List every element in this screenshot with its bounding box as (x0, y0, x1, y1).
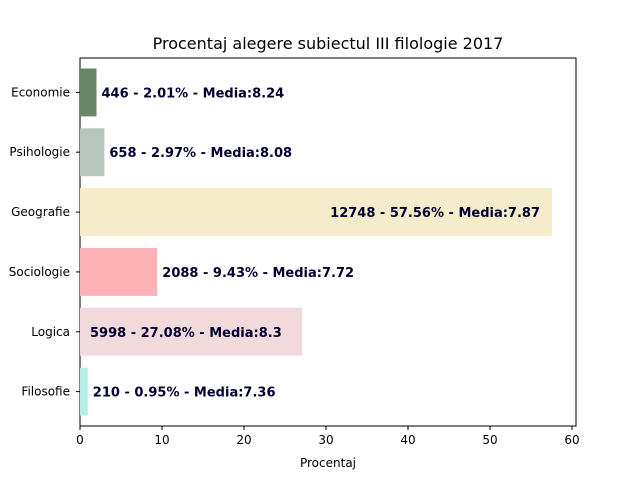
bars-group: 210 - 0.95% - Media:7.36 5998 - 27.08% - … (80, 68, 552, 416)
data-label-logica: 5998 - 27.08% - Media:8.3 (90, 326, 282, 341)
x-tick-label: 20 (236, 433, 251, 447)
bar-geografie (80, 188, 552, 236)
x-tick-label: 50 (482, 433, 497, 447)
x-tick-label: 40 (400, 433, 415, 447)
data-label-economie: 446 - 2.01% - Media:8.24 (102, 86, 285, 101)
x-axis-ticks: 0 10 20 30 40 50 60 (76, 426, 580, 447)
bar-filosofie (80, 367, 88, 416)
y-tick-label: Psihologie (9, 145, 70, 159)
x-tick-label: 30 (318, 433, 333, 447)
data-label-geografie: 12748 - 57.56% - Media:7.87 (330, 206, 540, 221)
bar-economie (80, 68, 97, 117)
x-axis-label: Procentaj (300, 456, 356, 470)
data-label-sociologie: 2088 - 9.43% - Media:7.72 (162, 266, 354, 281)
data-label-filosofie: 210 - 0.95% - Media:7.36 (93, 386, 276, 401)
bar-sociologie (80, 248, 158, 296)
x-tick-label: 10 (154, 433, 169, 447)
y-tick-label: Economie (11, 85, 70, 99)
x-tick-label: 0 (76, 433, 84, 447)
y-tick-label: Geografie (11, 205, 70, 219)
plot-area (79, 57, 577, 427)
bar-psihologie (80, 128, 105, 177)
y-tick-label: Filosofie (21, 385, 70, 399)
x-tick-label: 60 (564, 433, 579, 447)
y-axis-ticks: Filosofie Logica Sociologie Geografie Psihol… (9, 85, 80, 399)
data-label-psihologie: 658 - 2.97% - Media:8.08 (109, 146, 292, 161)
chart-title: Procentaj alegere subiectul III filologi… (153, 34, 504, 53)
y-tick-label: Sociologie (9, 265, 70, 279)
bar-logica (80, 307, 303, 356)
y-tick-label: Logica (31, 325, 70, 339)
